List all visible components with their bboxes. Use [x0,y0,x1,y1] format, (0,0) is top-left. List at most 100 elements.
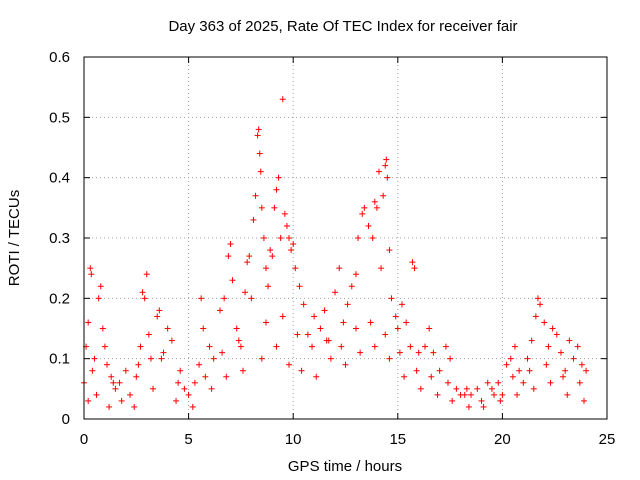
data-point [294,331,301,338]
data-point [445,379,452,386]
x-tick-label: 20 [494,431,511,448]
data-point [403,319,410,326]
data-point [384,174,391,181]
data-point [367,319,374,326]
x-axis-label: GPS time / hours [288,458,402,475]
data-point [87,265,94,272]
data-point [143,271,150,278]
data-point [380,192,387,199]
data-point [258,204,265,211]
data-point [398,301,405,308]
data-point [541,319,548,326]
data-point [313,373,320,380]
data-point [116,379,123,386]
data-point [154,313,161,320]
data-point [254,132,261,139]
data-point [175,379,182,386]
y-tick-label: 0.1 [49,351,70,368]
data-point [257,168,264,175]
data-point [265,283,272,290]
data-point [88,271,95,278]
data-point [491,391,498,398]
data-point [514,391,521,398]
data-point [583,367,590,374]
data-point [344,301,351,308]
data-point [255,126,262,133]
data-point [449,397,456,404]
data-point [352,271,359,278]
data-point [279,313,286,320]
data-point [507,355,514,362]
data-point [447,355,454,362]
data-point [317,325,324,332]
data-point [311,313,318,320]
data-point [101,343,108,350]
data-point [93,391,100,398]
data-point [91,355,98,362]
y-tick-label: 0.4 [49,170,70,187]
data-point [85,319,92,326]
data-point [357,349,364,356]
data-point [304,331,311,338]
data-point [256,150,263,157]
data-point [191,379,198,386]
data-point [286,361,293,368]
data-point [371,198,378,205]
data-point [283,222,290,229]
data-point [580,397,587,404]
y-tick-label: 0.6 [49,49,70,66]
data-point [499,391,506,398]
data-point [150,385,157,392]
data-point [488,385,495,392]
data-point [332,289,339,296]
data-point [108,373,115,380]
data-point [277,235,284,241]
data-point [288,247,295,254]
data-point [340,319,347,326]
data-point [279,96,286,103]
data-point [258,355,265,362]
data-point [373,204,380,211]
data-point [246,253,253,260]
data-point [461,391,468,398]
data-point [269,253,276,260]
data-point [564,391,571,398]
data-point [474,385,481,392]
data-point [338,343,345,350]
data-point [127,391,134,398]
data-point [122,367,129,374]
grid-lines [84,57,607,419]
data-point [300,301,307,308]
data-point [99,325,106,332]
data-point [206,343,213,350]
data-point [225,253,232,260]
data-point [355,235,362,241]
data-point [208,385,215,392]
data-point [359,210,366,217]
data-point [235,337,242,344]
data-point [560,373,567,380]
data-points [81,96,590,410]
data-point [141,295,148,302]
data-point [465,403,472,410]
data-point [271,204,278,211]
y-tick-label: 0.5 [49,109,70,126]
data-point [516,367,523,374]
data-point [275,174,282,181]
data-point [382,331,389,338]
data-point [578,361,585,368]
y-tick-labels: 0 0.1 0.2 0.3 0.4 0.5 0.6 [49,49,70,428]
data-point [168,337,175,344]
data-point [219,349,226,356]
data-point [371,343,378,350]
data-point [576,379,583,386]
data-point [242,289,249,296]
data-point [415,349,422,356]
data-point [177,367,184,374]
data-point [263,265,270,272]
data-point [244,259,251,266]
data-point [95,295,102,302]
chart-title: Day 363 of 2025, Rate Of TEC Index for r… [168,18,517,35]
data-point [216,307,223,314]
